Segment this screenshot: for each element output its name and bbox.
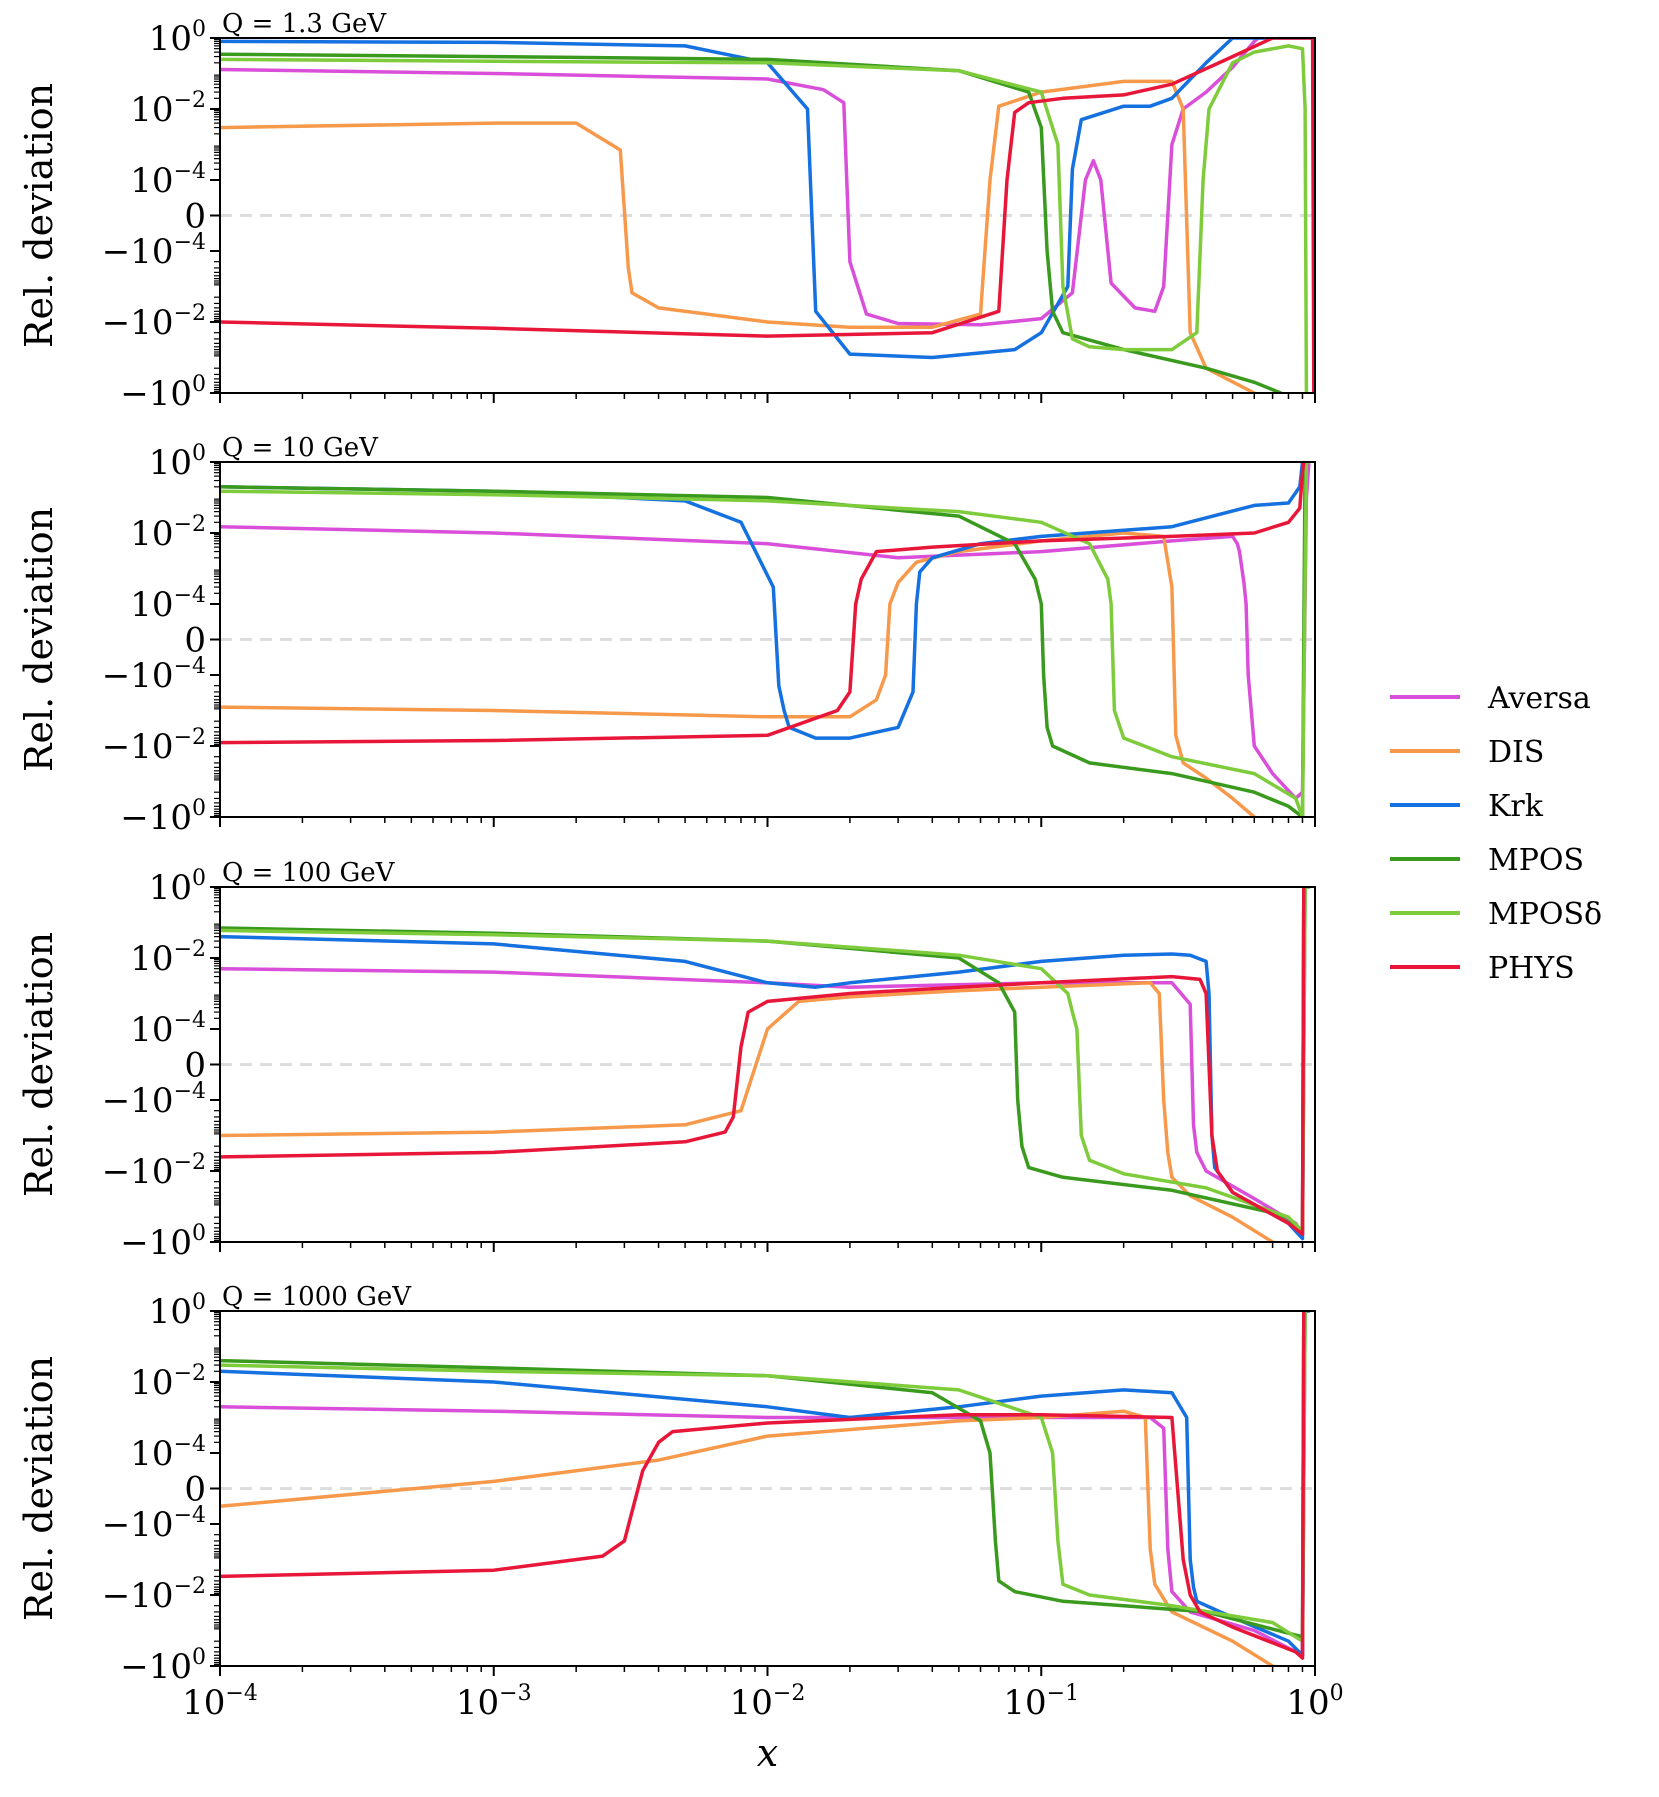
y-axis-label: Rel. deviation bbox=[17, 507, 61, 772]
series-line-aversa bbox=[220, 887, 1309, 1236]
y-axis-label: Rel. deviation bbox=[17, 932, 61, 1197]
y-tick-label: 0 bbox=[184, 621, 206, 661]
panel-4: 100 10−2 10−40−10−4 −10−2 −100 Q = 1000 GeV Re… bbox=[17, 1282, 1316, 1687]
y-tick-label: 10−2 bbox=[130, 1361, 206, 1403]
y-tick-label: −100 bbox=[120, 1221, 206, 1263]
panel-title: Q = 1000 GeV bbox=[222, 1282, 412, 1312]
y-tick-label: −10−2 bbox=[102, 1150, 206, 1192]
series-line-dis bbox=[220, 531, 1257, 817]
x-axis-label: x bbox=[757, 1731, 778, 1775]
y-tick-label: −10−4 bbox=[102, 230, 206, 272]
series-line-mposδ bbox=[220, 1311, 1307, 1643]
y-tick-label: 100 bbox=[149, 1290, 206, 1332]
series-line-mposδ bbox=[220, 462, 1311, 817]
y-tick-label: −10−4 bbox=[102, 654, 206, 696]
y-tick-label: 10−2 bbox=[130, 512, 206, 554]
y-tick-label: 100 bbox=[149, 866, 206, 908]
series-line-dis bbox=[220, 1409, 1275, 1666]
panel-3: 100 10−2 10−40−10−4 −10−2 −100 Q = 100 GeV Rel… bbox=[17, 858, 1316, 1263]
legend-label: Aversa bbox=[1487, 681, 1591, 716]
series-line-phys bbox=[220, 887, 1306, 1236]
y-tick-label: 0 bbox=[184, 197, 206, 237]
legend-label: Krk bbox=[1488, 789, 1544, 824]
series-line-dis bbox=[220, 79, 1257, 393]
series-line-aversa bbox=[220, 1311, 1306, 1658]
y-tick-label: 10−2 bbox=[130, 88, 206, 130]
x-tick-label: 10−4 bbox=[182, 1681, 258, 1723]
series-line-mposδ bbox=[220, 887, 1311, 1234]
y-tick-label: −10−4 bbox=[102, 1079, 206, 1121]
series-line-mpos bbox=[220, 887, 1306, 1234]
y-axis-label: Rel. deviation bbox=[17, 83, 61, 348]
series-line-phys bbox=[220, 1311, 1306, 1660]
panel-1: 100 10−2 10−40−10−4 −10−2 −100 Q = 1.3 GeV Rel… bbox=[17, 9, 1316, 414]
series-line-mpos bbox=[220, 52, 1283, 393]
series-line-mpos bbox=[220, 1311, 1306, 1639]
panel-2: 100 10−2 10−40−10−4 −10−2 −100 Q = 10 GeV Rel.… bbox=[17, 433, 1316, 838]
y-tick-label: 10−4 bbox=[130, 1432, 206, 1474]
y-tick-label: 10−4 bbox=[130, 1008, 206, 1050]
legend-label: MPOS bbox=[1488, 843, 1584, 878]
y-tick-label: −10−2 bbox=[102, 725, 206, 767]
panel-title: Q = 1.3 GeV bbox=[222, 9, 387, 39]
y-tick-label: −10−2 bbox=[102, 1574, 206, 1616]
y-tick-label: 10−4 bbox=[130, 583, 206, 625]
legend-label: DIS bbox=[1488, 735, 1544, 770]
y-tick-label: 0 bbox=[184, 1470, 206, 1510]
y-axis-label: Rel. deviation bbox=[17, 1356, 61, 1621]
legend: Aversa DIS Krk MPOS MPOSδ PHYS bbox=[1390, 681, 1602, 986]
legend-label: PHYS bbox=[1488, 951, 1575, 986]
panel-title: Q = 10 GeV bbox=[222, 433, 379, 463]
y-tick-label: 0 bbox=[184, 1046, 206, 1086]
x-tick-label: 100 bbox=[1286, 1681, 1343, 1723]
y-tick-label: 10−2 bbox=[130, 937, 206, 979]
x-tick-label: 10−1 bbox=[1003, 1681, 1079, 1723]
x-tick-label: 10−2 bbox=[730, 1681, 806, 1723]
panel-title: Q = 100 GeV bbox=[222, 858, 396, 888]
y-tick-label: 100 bbox=[149, 17, 206, 59]
y-tick-label: −100 bbox=[120, 796, 206, 838]
y-tick-label: 100 bbox=[149, 441, 206, 483]
series-line-phys bbox=[220, 38, 1315, 393]
legend-label: MPOSδ bbox=[1488, 897, 1602, 932]
y-tick-label: 10−4 bbox=[130, 159, 206, 201]
y-tick-label: −10−2 bbox=[102, 301, 206, 343]
x-tick-label: 10−3 bbox=[456, 1681, 532, 1723]
series-line-phys bbox=[220, 462, 1306, 745]
series-line-krk bbox=[220, 462, 1305, 740]
y-tick-label: −100 bbox=[120, 372, 206, 414]
y-tick-label: −100 bbox=[120, 1645, 206, 1687]
series-line-mposδ bbox=[220, 44, 1309, 393]
series-line-aversa bbox=[220, 38, 1275, 327]
series-line-krk bbox=[220, 1311, 1311, 1658]
y-tick-label: −10−4 bbox=[102, 1503, 206, 1545]
